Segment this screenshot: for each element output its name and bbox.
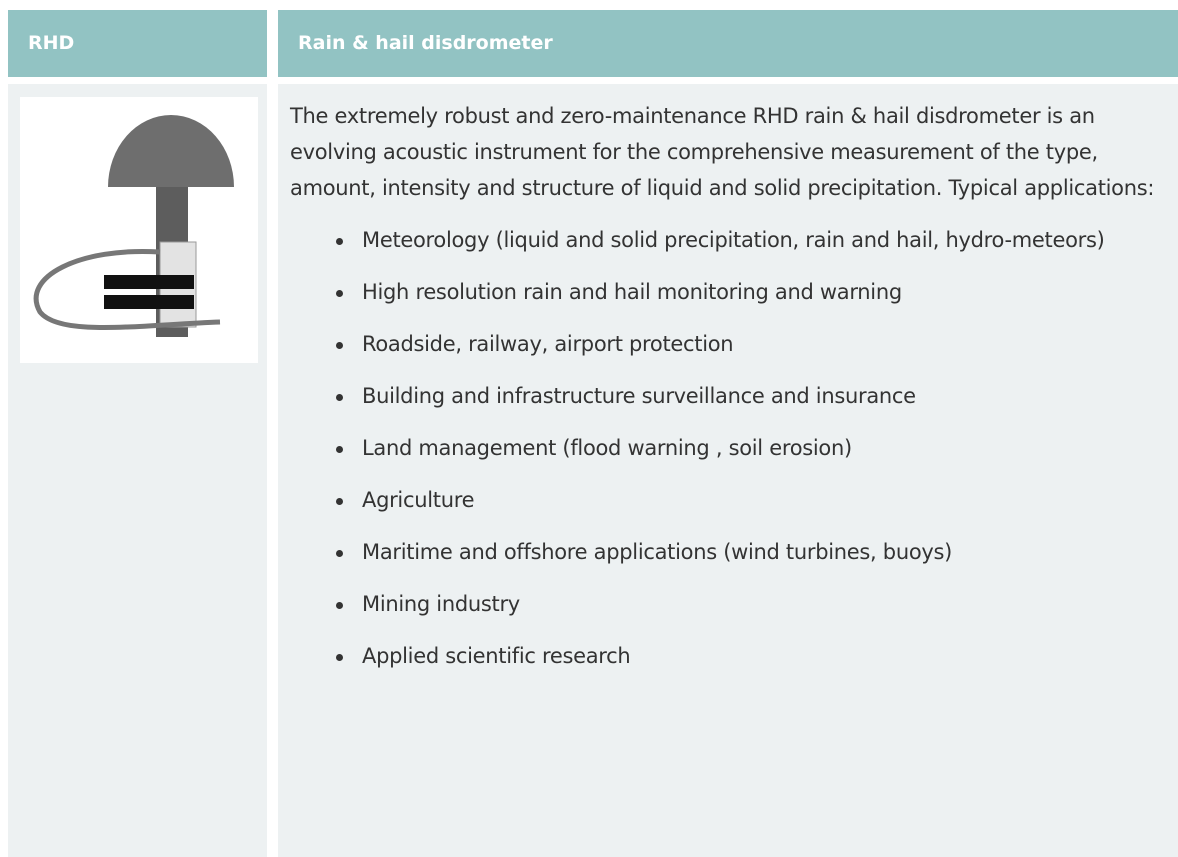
product-image: [20, 97, 258, 363]
description: The extremely robust and zero-maintenanc…: [290, 98, 1170, 690]
application-item: Agriculture: [336, 482, 1170, 518]
text-cell: [278, 84, 1178, 857]
header-cell: RHD: [8, 10, 267, 77]
application-item: Meteorology (liquid and solid precipitat…: [336, 222, 1170, 258]
application-item: Applied scientific research: [336, 638, 1170, 674]
intro: The extremely robust and zero-maintenanc…: [290, 104, 1155, 200]
applications-list: Meteorology (liquid and solid precipitat…: [290, 222, 1170, 674]
application-item: Mining industry: [336, 586, 1170, 622]
application-item: Maritime and offshore applications (wind…: [336, 534, 1170, 570]
application-item: High resolution rain and hail monitoring…: [336, 274, 1170, 310]
application-item: Building and infrastructure surveillance…: [336, 378, 1170, 414]
application-item: Land management (flood warning , soil er…: [336, 430, 1170, 466]
header-cell: Rain & hail disdrometer: [278, 10, 1178, 77]
application-item: Roadside, railway, airport protection: [336, 326, 1170, 362]
